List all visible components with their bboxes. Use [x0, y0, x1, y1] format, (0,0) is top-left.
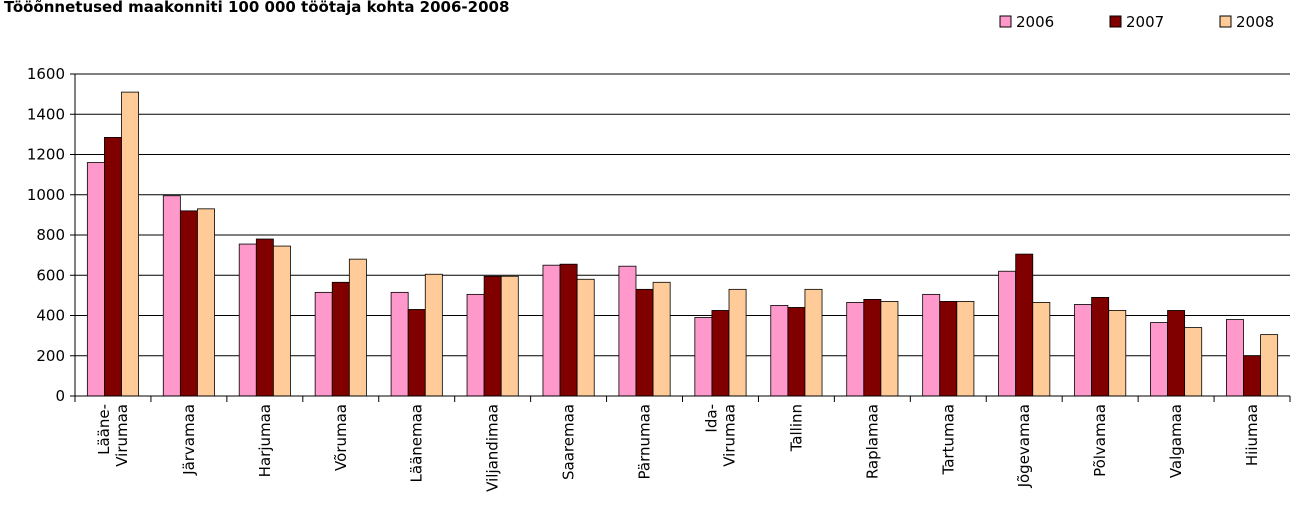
- chart-title: Tööõnnetused maakonniti 100 000 töötaja …: [4, 0, 509, 16]
- bar: [863, 298, 882, 397]
- bar: [880, 301, 899, 397]
- bar: [348, 258, 367, 397]
- bar: [542, 264, 561, 397]
- x-tick-label: Lääne-Virumaa: [95, 404, 131, 467]
- bar: [939, 301, 958, 397]
- bar: [1150, 322, 1168, 397]
- x-tick-label: Ida-Virumaa: [702, 404, 738, 467]
- legend-swatch: [1219, 15, 1232, 28]
- x-tick-label: Harjumaa: [256, 404, 274, 477]
- y-tick-label: 1400: [27, 105, 65, 123]
- bar: [483, 275, 502, 397]
- x-tick-label: Valgamaa: [1167, 404, 1185, 478]
- bar: [1074, 304, 1093, 397]
- bar: [846, 302, 865, 397]
- bar: [618, 265, 637, 397]
- bar: [956, 301, 975, 397]
- bar: [711, 310, 730, 397]
- bar: [559, 263, 578, 397]
- x-tick-label: Jõgevamaa: [1015, 404, 1033, 488]
- bar: [238, 243, 257, 397]
- x-tick-label: Võrumaa: [332, 404, 350, 471]
- y-tick-label: 1600: [27, 65, 65, 83]
- x-tick-label: Viljandimaa: [484, 404, 502, 492]
- y-tick-label: 600: [36, 266, 65, 284]
- bar: [331, 281, 350, 397]
- bar: [121, 91, 139, 397]
- bar: [1243, 355, 1261, 397]
- legend-label: 2006: [1016, 13, 1054, 31]
- bar: [1184, 327, 1203, 397]
- bar: [787, 307, 806, 397]
- bar: [314, 291, 333, 397]
- bar: [728, 288, 747, 397]
- bar: [179, 210, 198, 397]
- x-tick-label: Hiiumaa: [1243, 404, 1261, 466]
- bar: [390, 291, 409, 397]
- x-tick-label: Saaremaa: [560, 404, 578, 480]
- y-tick-label: 1200: [27, 146, 65, 164]
- bar: [694, 317, 713, 397]
- bar: [1108, 310, 1127, 397]
- x-tick-label: Tartumaa: [939, 404, 957, 475]
- legend-label: 2007: [1126, 13, 1164, 31]
- bar: [1167, 310, 1186, 397]
- bar: [1226, 319, 1244, 397]
- bar: [197, 208, 215, 397]
- bar: [86, 162, 105, 397]
- bar: [272, 245, 291, 397]
- bar: [1260, 334, 1279, 397]
- bar: [255, 238, 274, 397]
- bar: [1032, 302, 1051, 397]
- x-tick-label: Pärnumaa: [636, 404, 654, 479]
- bar: [104, 136, 122, 397]
- y-tick-label: 1000: [27, 186, 65, 204]
- bar: [162, 195, 181, 397]
- y-tick-label: 200: [36, 347, 65, 365]
- bar: [407, 309, 426, 397]
- bar: [770, 305, 789, 397]
- legend-swatch: [1109, 15, 1122, 28]
- x-tick-label: Raplamaa: [863, 404, 881, 479]
- x-tick-label: Läänemaa: [408, 404, 426, 482]
- x-tick-label: Tallinn: [787, 404, 805, 452]
- bar: [466, 293, 485, 397]
- bar: [804, 288, 823, 397]
- bar: [1015, 253, 1034, 397]
- y-tick-label: 400: [36, 307, 65, 325]
- bar: [1091, 296, 1110, 397]
- x-tick-label: Järvamaa: [180, 404, 198, 476]
- bar: [500, 275, 519, 397]
- bar: [635, 288, 654, 397]
- y-tick-label: 0: [55, 387, 65, 405]
- bar: [922, 293, 941, 397]
- bar: [652, 281, 671, 397]
- legend-label: 2008: [1236, 13, 1274, 31]
- bar: [576, 278, 595, 397]
- bar: [998, 270, 1017, 397]
- y-tick-label: 800: [36, 226, 65, 244]
- x-tick-label: Põlvamaa: [1091, 404, 1109, 477]
- legend-swatch: [999, 15, 1012, 28]
- bar: [424, 273, 443, 397]
